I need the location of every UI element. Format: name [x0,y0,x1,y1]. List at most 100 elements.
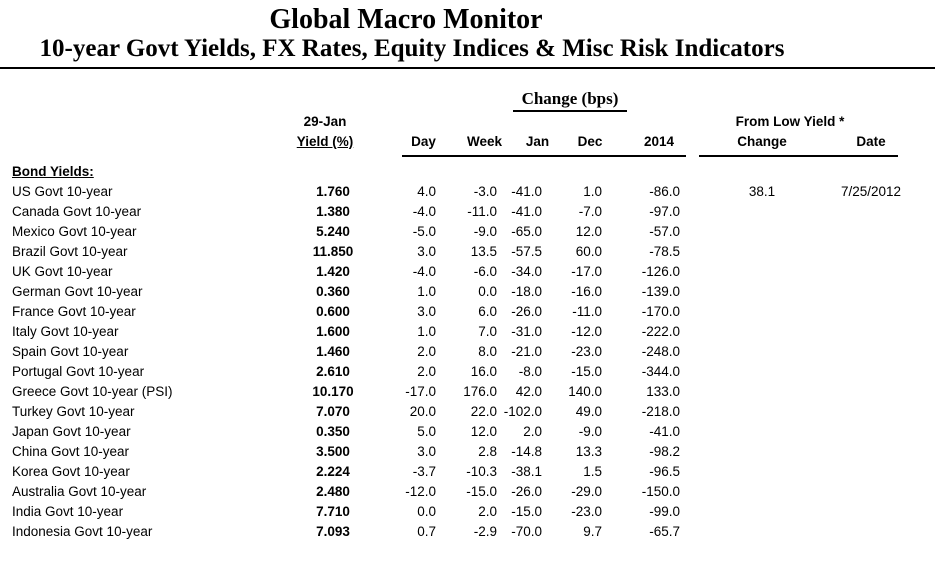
bps-columns-divider [402,155,686,157]
table-row: US Govt 10-year 1.760 4.0 -3.0 -41.0 1.0 -86.0… [0,181,935,201]
cell-change-dec: 1.5 [583,463,602,479]
cell-yield: 0.360 [316,283,350,299]
col-header-low-date: Date [856,134,886,149]
cell-change-day: -4.0 [412,203,436,219]
col-header-from-low-yield: From Low Yield * [735,114,845,129]
cell-yield: 1.760 [316,183,350,199]
cell-change-week: 176.0 [463,383,497,399]
title-divider [0,67,935,69]
cell-change-jan: -15.0 [511,503,542,519]
cell-change-jan: -21.0 [511,343,542,359]
cell-change-week: 8.0 [478,343,497,359]
change-bps-group-header: Change (bps) [470,89,670,112]
cell-change-week: -2.9 [473,523,497,539]
cell-change-week: 13.5 [470,243,497,259]
cell-change-jan: -102.0 [503,403,542,419]
cell-change-2014: -139.0 [641,283,680,299]
cell-yield: 3.500 [316,443,350,459]
cell-instrument-name: UK Govt 10-year [12,263,113,279]
cell-instrument-name: Mexico Govt 10-year [12,223,137,239]
section-header-row: Bond Yields: [0,161,935,181]
cell-change-jan: -26.0 [511,303,542,319]
cell-change-day: 3.0 [417,243,436,259]
cell-instrument-name: Japan Govt 10-year [12,423,131,439]
cell-change-jan: -41.0 [511,203,542,219]
table-row: Spain Govt 10-year 1.460 2.0 8.0 -21.0 -23.0 -… [0,341,935,361]
cell-change-day: -4.0 [412,263,436,279]
cell-yield: 1.460 [316,343,350,359]
cell-instrument-name: Portugal Govt 10-year [12,363,145,379]
table-row: Italy Govt 10-year 1.600 1.0 7.0 -31.0 -12.0 -… [0,321,935,341]
cell-change-2014: -218.0 [641,403,680,419]
cell-yield: 7.710 [316,503,350,519]
col-header-yield-pct: Yield (%) [296,134,354,149]
cell-change-2014: -65.7 [649,523,680,539]
cell-change-jan: -14.8 [511,443,542,459]
cell-change-dec: -16.0 [571,283,602,299]
cell-change-2014: -57.0 [649,223,680,239]
report-subtitle: 10-year Govt Yields, FX Rates, Equity In… [39,35,785,62]
col-header-low-change: Change [737,134,787,149]
table-row: France Govt 10-year 0.600 3.0 6.0 -26.0 -11.0… [0,301,935,321]
cell-change-2014: -97.0 [649,203,680,219]
col-header-dec: Dec [577,134,603,149]
col-header-week: Week [466,134,503,149]
cell-change-day: 1.0 [417,323,436,339]
cell-change-week: -15.0 [466,483,497,499]
col-header-2014: 2014 [643,134,675,149]
cell-change-jan: -70.0 [511,523,542,539]
cell-instrument-name: Greece Govt 10-year (PSI) [12,383,173,399]
cell-change-jan: 2.0 [523,423,542,439]
table-row: China Govt 10-year 3.500 3.0 2.8 -14.8 13.3 -9… [0,441,935,461]
cell-change-2014: -78.5 [649,243,680,259]
cell-change-dec: 60.0 [575,243,602,259]
cell-yield: 1.380 [316,203,350,219]
cell-instrument-name: Spain Govt 10-year [12,343,129,359]
cell-change-day: 0.0 [417,503,436,519]
cell-change-2014: -96.5 [649,463,680,479]
cell-yield: 10.170 [312,383,354,399]
cell-change-dec: 1.0 [583,183,602,199]
table-row: Australia Govt 10-year 2.480 -12.0 -15.0 -26… [0,481,935,501]
report-title: Global Macro Monitor [269,4,543,35]
cell-change-jan: -31.0 [511,323,542,339]
cell-change-week: -6.0 [473,263,497,279]
cell-change-day: 20.0 [409,403,436,419]
cell-change-day: 4.0 [417,183,436,199]
cell-yield: 5.240 [316,223,350,239]
cell-change-week: 0.0 [478,283,497,299]
cell-yield: 11.850 [312,243,354,259]
table-row: Indonesia Govt 10-year 7.093 0.7 -2.9 -70.0 9… [0,521,935,541]
cell-change-jan: -18.0 [511,283,542,299]
cell-instrument-name: Canada Govt 10-year [12,203,142,219]
cell-change-dec: 13.3 [575,443,602,459]
change-bps-group-header-text: Change (bps) [512,89,628,112]
cell-change-dec: 49.0 [575,403,602,419]
cell-change-day: -17.0 [405,383,436,399]
cell-instrument-name: Turkey Govt 10-year [12,403,135,419]
table-row: Greece Govt 10-year (PSI) 10.170 -17.0 176.… [0,381,935,401]
cell-change-day: 2.0 [417,343,436,359]
cell-change-2014: -126.0 [641,263,680,279]
cell-change-week: -10.3 [466,463,497,479]
cell-change-dec: -29.0 [571,483,602,499]
table-row: Mexico Govt 10-year 5.240 -5.0 -9.0 -65.0 12.… [0,221,935,241]
cell-change-day: -3.7 [412,463,436,479]
cell-change-dec: -7.0 [578,203,602,219]
cell-change-day: 0.7 [417,523,436,539]
cell-change-jan: -65.0 [511,223,542,239]
cell-change-dec: -12.0 [571,323,602,339]
cell-yield: 2.480 [316,483,350,499]
cell-change-dec: -11.0 [572,303,602,319]
cell-change-2014: -98.2 [649,443,680,459]
cell-change-2014: -222.0 [641,323,680,339]
cell-change-week: 16.0 [470,363,497,379]
cell-yield: 0.350 [316,423,350,439]
table-row: India Govt 10-year 7.710 0.0 2.0 -15.0 -23.0 -… [0,501,935,521]
cell-change-2014: -344.0 [641,363,680,379]
cell-change-week: 7.0 [478,323,497,339]
cell-yield: 1.420 [316,263,350,279]
col-header-asof-date: 29-Jan [303,114,347,129]
table-row: Portugal Govt 10-year 2.610 2.0 16.0 -8.0 -15… [0,361,935,381]
cell-from-low-change: 38.1 [748,183,776,199]
